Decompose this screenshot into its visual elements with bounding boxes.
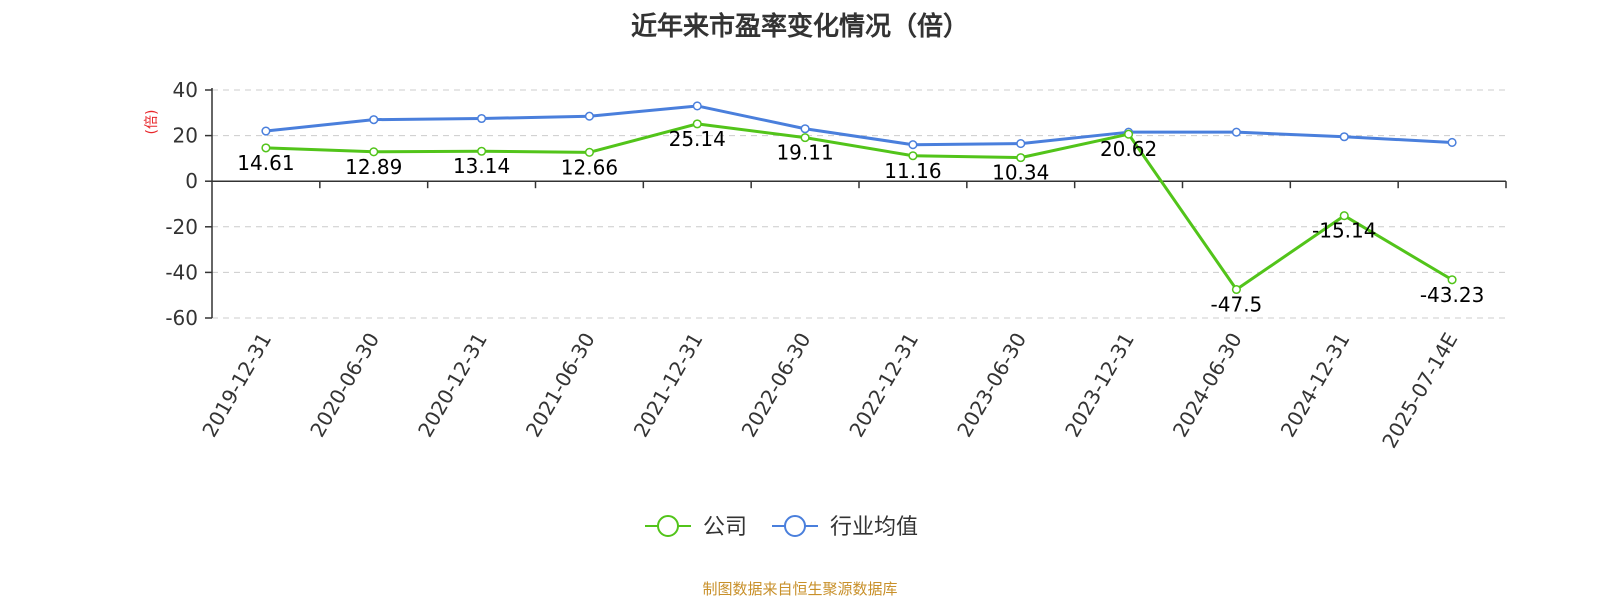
x-tick-label: 2024-12-31 <box>1276 329 1355 442</box>
data-label: 12.89 <box>345 155 402 179</box>
data-point-industry[interactable] <box>1339 132 1349 142</box>
data-label: 13.14 <box>453 154 510 178</box>
data-point-company[interactable] <box>1447 275 1457 285</box>
data-point-company[interactable] <box>1339 211 1349 221</box>
data-point-company[interactable] <box>800 133 810 143</box>
data-label: 12.66 <box>561 155 618 179</box>
data-label: 25.14 <box>669 127 726 151</box>
x-tick-label: 2025-07-14E <box>1377 329 1462 453</box>
data-point-company[interactable] <box>1016 153 1026 163</box>
data-point-industry[interactable] <box>477 113 487 124</box>
legend-item-company[interactable]: 公司 <box>645 515 747 540</box>
data-label: -43.23 <box>1420 283 1484 307</box>
data-point-industry[interactable] <box>261 126 271 136</box>
series-line-industry <box>265 104 1453 147</box>
x-tick-label: 2021-06-30 <box>521 329 600 442</box>
data-point-company[interactable] <box>369 147 379 157</box>
legend-item-industry[interactable]: 行业均值 <box>772 515 918 540</box>
legend-marker-icon <box>657 515 679 537</box>
data-point-industry[interactable] <box>692 101 702 111</box>
data-point-company[interactable] <box>261 143 271 153</box>
data-label: 10.34 <box>992 161 1049 185</box>
y-tick-label: -60 <box>165 306 198 330</box>
data-point-industry[interactable] <box>800 124 810 134</box>
chart-title: 近年来市盈率变化情况（倍） <box>630 12 969 42</box>
x-tick-label: 2020-12-31 <box>413 329 492 442</box>
x-tick-label: 2020-06-30 <box>305 329 384 442</box>
data-point-company[interactable] <box>477 146 487 156</box>
data-point-company[interactable] <box>908 151 918 161</box>
x-tick-label: 2021-12-31 <box>629 329 708 442</box>
data-point-company[interactable] <box>692 119 702 129</box>
data-label: 14.61 <box>237 151 294 175</box>
data-label: -47.5 <box>1211 293 1263 317</box>
x-tick-label: 2022-12-31 <box>844 329 923 442</box>
y-tick-label: -20 <box>165 215 198 239</box>
axes <box>205 88 1507 319</box>
legend-marker-icon <box>784 515 806 537</box>
legend[interactable]: 公司 行业均值 <box>645 515 918 540</box>
x-tick-label: 2024-06-30 <box>1168 329 1247 442</box>
series-line-company <box>265 122 1453 291</box>
x-tick-labels: 2019-12-31 2020-06-30 2020-12-31 2021-06-30… <box>197 329 1462 453</box>
data-point-industry[interactable] <box>1016 139 1026 149</box>
x-tick-label: 2023-06-30 <box>952 329 1031 442</box>
data-point-industry[interactable] <box>1231 127 1241 137</box>
data-label: -15.14 <box>1312 219 1376 243</box>
y-axis-label: (倍) <box>144 110 160 135</box>
data-labels: 14.61 12.89 13.14 12.66 25.14 19.11 11.16 10.34… <box>237 127 1484 317</box>
y-tick-label: -40 <box>165 260 198 284</box>
x-tick-label: 2019-12-31 <box>197 329 276 442</box>
x-tick-label: 2022-06-30 <box>737 329 816 442</box>
legend-label: 公司 <box>703 515 747 540</box>
data-point-industry[interactable] <box>908 140 918 150</box>
legend-label: 行业均值 <box>830 515 918 540</box>
data-point-industry[interactable] <box>369 115 379 125</box>
y-tick-label: 20 <box>173 124 198 148</box>
y-tick-labels: 40 20 0 -20 -40 -60 <box>165 78 198 330</box>
data-point-company[interactable] <box>1231 284 1241 295</box>
data-label: 19.11 <box>776 141 833 165</box>
data-point-industry[interactable] <box>584 111 594 121</box>
y-tick-label: 40 <box>173 78 198 102</box>
data-point-industry[interactable] <box>1447 137 1457 147</box>
series <box>261 101 1457 295</box>
grid-lines <box>212 89 1506 319</box>
data-label: 11.16 <box>884 159 941 183</box>
data-point-company[interactable] <box>1124 129 1134 139</box>
source-note: 制图数据来自恒生聚源数据库 <box>702 580 898 598</box>
data-label: 20.62 <box>1100 137 1157 161</box>
y-tick-label: 0 <box>185 169 198 193</box>
data-point-company[interactable] <box>584 147 594 157</box>
x-tick-label: 2023-12-31 <box>1060 329 1139 442</box>
